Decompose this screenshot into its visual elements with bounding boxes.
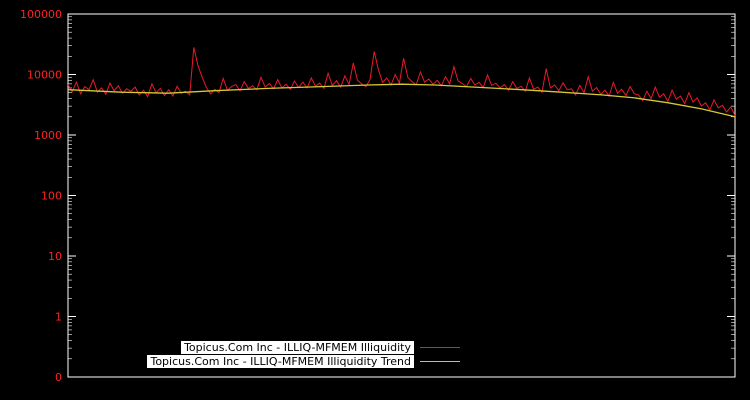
- y-tick-label: 100000: [20, 8, 62, 21]
- y-tick-label: 1000: [34, 129, 62, 142]
- chart-legend: Topicus.Com Inc - ILLIQ-MFMEM Illiquidit…: [68, 341, 460, 368]
- illiquidity-trend-line: [67, 83, 736, 118]
- yellow-line-sample-icon: [420, 361, 460, 362]
- legend-label-illiquidity-trend: Topicus.Com Inc - ILLIQ-MFMEM Illiquidit…: [147, 355, 414, 368]
- legend-row: Topicus.Com Inc - ILLIQ-MFMEM Illiquidit…: [147, 355, 460, 368]
- red-line-sample-icon: [420, 347, 460, 348]
- y-tick-label: 0: [55, 371, 62, 384]
- legend-label-illiquidity: Topicus.Com Inc - ILLIQ-MFMEM Illiquidit…: [181, 341, 414, 354]
- y-tick-label: 10000: [27, 69, 62, 82]
- legend-row: Topicus.Com Inc - ILLIQ-MFMEM Illiquidit…: [181, 341, 460, 354]
- y-tick-label: 10: [48, 250, 62, 263]
- y-tick-label: 1: [55, 311, 62, 324]
- illiquidity-line: [67, 47, 736, 116]
- y-tick-label: 100: [41, 190, 62, 203]
